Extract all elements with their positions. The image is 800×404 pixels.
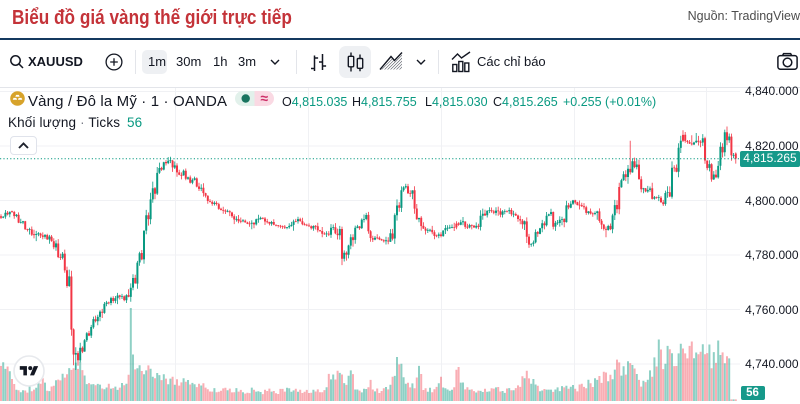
svg-text:≈: ≈ [260, 91, 268, 106]
